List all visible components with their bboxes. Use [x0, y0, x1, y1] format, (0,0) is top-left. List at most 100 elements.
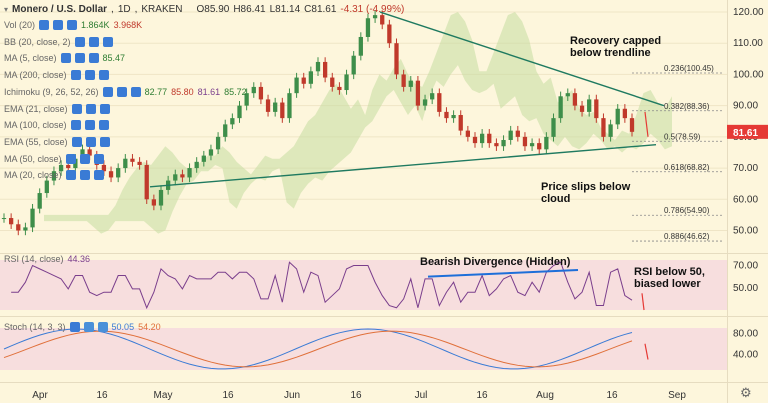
candle-body: [16, 224, 21, 231]
indicator-label[interactable]: BB (20, close, 2): [4, 36, 71, 47]
indicator-label[interactable]: Vol (20): [4, 20, 36, 30]
candle-body: [615, 108, 620, 125]
eye-icon[interactable]: [71, 136, 82, 147]
eye-icon[interactable]: [70, 120, 81, 131]
support-trendline: [149, 143, 657, 188]
close-icon[interactable]: [67, 20, 78, 30]
candle-body: [308, 71, 314, 84]
eye-icon[interactable]: [65, 153, 76, 164]
indicator-legend-row[interactable]: MA (20, close): [4, 170, 104, 181]
indicator-legend-row[interactable]: Ichimoku (9, 26, 52, 26) 82.77 85.80 81.61 8…: [4, 86, 247, 97]
time-tick: May: [154, 390, 173, 401]
eye-icon[interactable]: [74, 36, 85, 47]
time-tick: 16: [476, 390, 488, 401]
rsi-label[interactable]: RSI (14, close): [4, 254, 64, 264]
close-icon[interactable]: [130, 86, 141, 97]
indicator-label[interactable]: MA (200, close): [4, 70, 67, 81]
candle-body: [116, 168, 121, 178]
symbol-dropdown-icon[interactable]: ▾: [4, 5, 9, 14]
candle-body: [494, 143, 499, 147]
candle-body: [622, 108, 628, 119]
indicator-legend-row[interactable]: MA (50, close): [4, 153, 104, 164]
indicator-legend-row[interactable]: BB (20, close, 2): [4, 36, 113, 47]
candle-body: [230, 118, 235, 125]
indicator-value: 85.72: [224, 86, 247, 97]
close-icon[interactable]: [98, 120, 109, 131]
candle-body: [465, 130, 471, 137]
close-icon[interactable]: [98, 70, 109, 81]
indicator-legend-row[interactable]: EMA (21, close): [4, 103, 110, 114]
gear-icon[interactable]: [83, 322, 94, 332]
indicator-label[interactable]: EMA (55, close): [4, 136, 68, 147]
candle-body: [223, 124, 228, 137]
close-icon[interactable]: [99, 103, 110, 114]
rsi-band: [0, 260, 727, 310]
gear-icon[interactable]: [84, 120, 95, 131]
price-tick: 50.00: [733, 226, 758, 237]
eye-icon[interactable]: [70, 70, 81, 81]
settings-gear-icon[interactable]: ⚙: [740, 385, 752, 400]
eye-icon[interactable]: [102, 86, 113, 97]
stoch-k-value: 50.05: [111, 322, 135, 332]
indicator-label[interactable]: MA (5, close): [4, 53, 57, 64]
stoch-legend[interactable]: Stoch (14, 3, 3) 50.05 54.20: [4, 322, 161, 332]
close-icon[interactable]: [93, 170, 104, 181]
gear-icon[interactable]: [53, 20, 64, 30]
exchange[interactable]: KRAKEN: [141, 4, 183, 15]
gear-icon[interactable]: [79, 153, 90, 164]
candle-body: [244, 93, 249, 106]
close-icon[interactable]: [99, 136, 110, 147]
gear-icon[interactable]: [85, 136, 96, 147]
candle-body: [123, 158, 128, 169]
candle-body: [458, 115, 463, 131]
eye-icon[interactable]: [71, 103, 82, 114]
gear-icon[interactable]: [79, 170, 90, 181]
gear-icon[interactable]: [85, 103, 96, 114]
symbol-title[interactable]: Monero / U.S. Dollar: [12, 4, 108, 15]
close-icon[interactable]: [93, 153, 104, 164]
gear-icon[interactable]: [88, 36, 99, 47]
indicator-label[interactable]: Ichimoku (9, 26, 52, 26): [4, 86, 99, 97]
eye-icon[interactable]: [69, 322, 80, 332]
indicator-legend-row[interactable]: MA (100, close): [4, 120, 109, 131]
indicator-value: 82.77: [144, 86, 168, 97]
rsi-value: 44.36: [67, 254, 91, 264]
close-icon[interactable]: [88, 53, 99, 64]
indicator-value: 85.47: [102, 53, 126, 64]
indicator-legend-row[interactable]: Vol (20) 1.864K 3.968K: [4, 20, 142, 30]
candle-body: [287, 93, 292, 119]
candle-body: [508, 130, 513, 140]
fib-label: 0.786(54.90): [664, 206, 710, 215]
interval[interactable]: 1D: [117, 4, 131, 15]
eye-icon[interactable]: [65, 170, 76, 181]
indicator-legend-row[interactable]: MA (5, close) 85.47: [4, 53, 126, 64]
indicator-legend-row[interactable]: EMA (55, close): [4, 136, 110, 147]
indicator-label[interactable]: MA (100, close): [4, 120, 67, 131]
eye-icon[interactable]: [60, 53, 71, 64]
indicator-value: 1.864K: [81, 20, 110, 30]
close-icon[interactable]: [97, 322, 108, 332]
gear-icon[interactable]: [84, 70, 95, 81]
gear-icon[interactable]: [116, 86, 127, 97]
indicator-legend-row[interactable]: MA (200, close): [4, 70, 109, 81]
indicator-label[interactable]: MA (50, close): [4, 153, 62, 164]
rsi-line: [11, 261, 633, 310]
candle-body: [137, 161, 142, 165]
candle-body: [415, 80, 421, 106]
indicator-label[interactable]: EMA (21, close): [4, 103, 68, 114]
candle-body: [58, 164, 64, 172]
ohlc-open: O85.90: [196, 4, 230, 15]
time-tick: 16: [222, 390, 234, 401]
indicator-label[interactable]: MA (20, close): [4, 170, 62, 181]
candle-body: [608, 124, 613, 137]
candle-body: [629, 118, 635, 132]
time-tick: 16: [606, 390, 618, 401]
gear-icon[interactable]: [74, 53, 85, 64]
eye-icon[interactable]: [39, 20, 50, 30]
stoch-label[interactable]: Stoch (14, 3, 3): [4, 322, 66, 332]
bearish-annotation: Bearish Divergence (Hidden): [420, 256, 571, 268]
ohlc-high: H86.41: [233, 4, 266, 15]
rsi-legend[interactable]: RSI (14, close) 44.36: [4, 254, 90, 264]
close-icon[interactable]: [102, 36, 113, 47]
